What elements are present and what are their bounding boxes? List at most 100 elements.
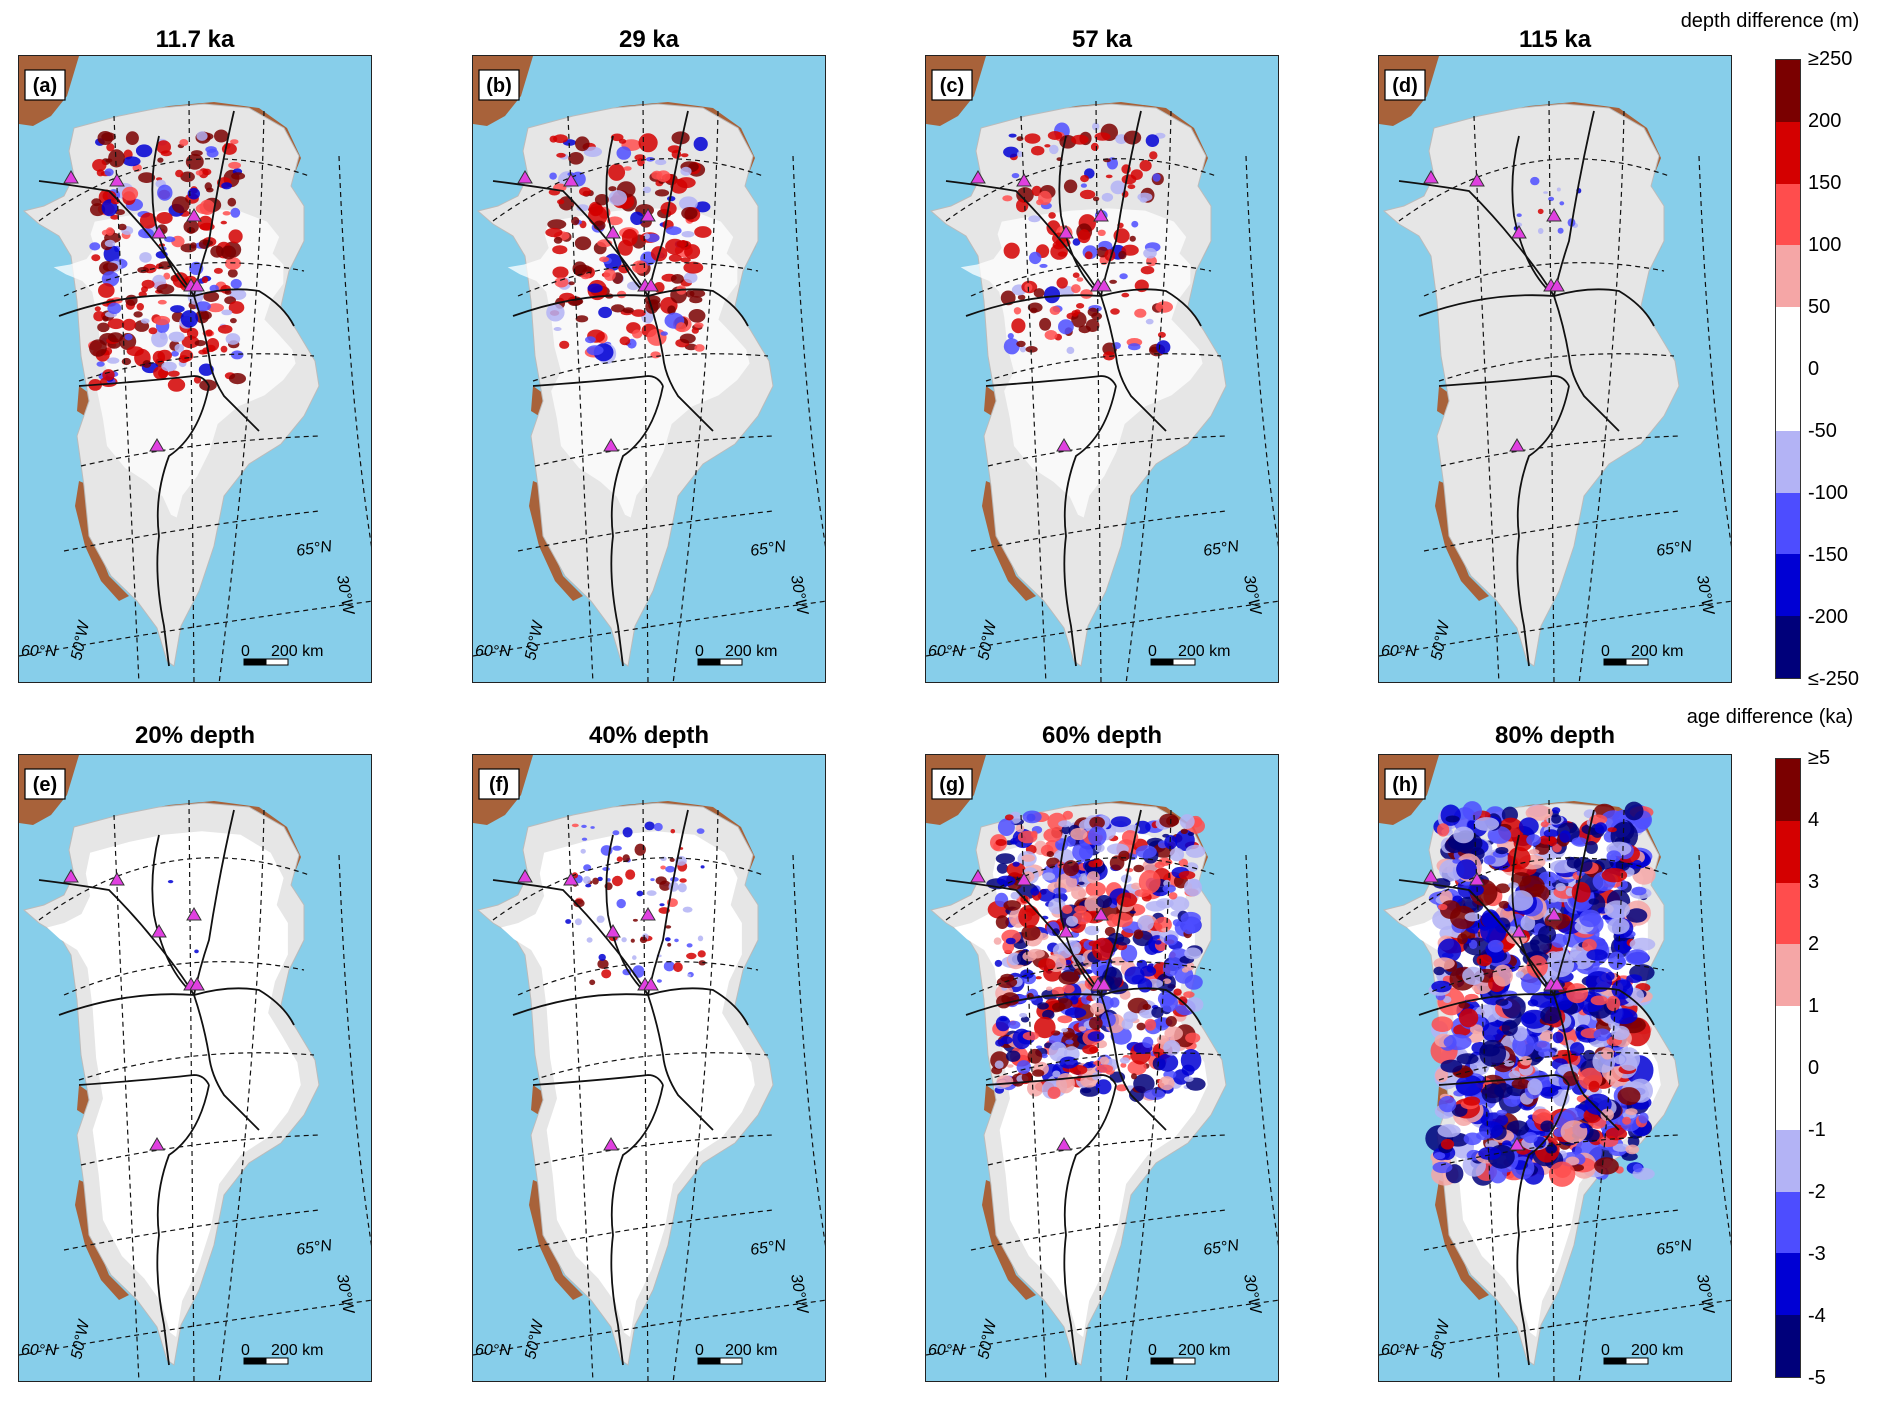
anomaly-patch <box>1629 937 1656 951</box>
anomaly-patch <box>148 327 158 335</box>
flowlines <box>38 809 295 1366</box>
colorbar-segment <box>1776 307 1800 369</box>
anomaly-patch <box>195 301 211 312</box>
anomaly-patch <box>1570 1042 1585 1056</box>
anomaly-patch <box>1588 1080 1600 1093</box>
anomaly-patch <box>89 339 107 357</box>
anomaly-patch <box>1004 814 1014 821</box>
anomaly-patch <box>1539 1086 1559 1097</box>
anomaly-patch <box>1543 191 1548 194</box>
colorbar-segment <box>1776 1191 1800 1254</box>
anomaly-patch <box>1161 928 1170 932</box>
anomaly-patch <box>1092 122 1100 131</box>
anomaly-patch <box>680 153 689 158</box>
anomaly-patch <box>1063 179 1078 194</box>
flowlines <box>38 110 295 667</box>
anomaly-patch <box>102 262 118 272</box>
graticule-line <box>1020 115 1047 682</box>
lat-60-label: 60°N <box>475 1342 511 1359</box>
anomaly-patch <box>697 935 704 942</box>
anomaly-patch <box>1453 826 1474 844</box>
anomaly-patch <box>585 336 596 344</box>
anomaly-patch <box>1124 966 1145 985</box>
anomaly-patch <box>1501 1019 1518 1036</box>
anomaly-patch <box>156 140 172 154</box>
anomaly-patch <box>1133 1074 1155 1094</box>
flowline <box>38 879 195 996</box>
anomaly-patch <box>1432 1161 1453 1174</box>
map-panel: 65°N 60°N 50°W 30°W 0 200 km (d) <box>1378 55 1732 683</box>
anomaly-patch <box>224 289 232 295</box>
lon-30-label: 30°W <box>787 1273 811 1317</box>
flowline <box>1063 385 1117 667</box>
anomaly-patch <box>1110 180 1126 195</box>
graticule-line <box>926 1299 1278 1356</box>
anomaly-patch <box>676 322 687 332</box>
flowline <box>193 288 295 327</box>
colorbar-segment <box>1776 245 1800 308</box>
anomaly-patch <box>1496 1109 1508 1116</box>
anomaly-patch <box>1096 1064 1114 1073</box>
anomaly-patch <box>1006 1050 1021 1062</box>
colorbar-tick-label: 0 <box>1808 358 1820 380</box>
anomaly-patch <box>107 302 122 314</box>
anomaly-patch <box>193 376 202 384</box>
anomaly-patch <box>1498 900 1510 909</box>
anomaly-patch <box>125 131 139 145</box>
anomaly-patch <box>1087 307 1099 317</box>
anomaly-patch <box>1008 1020 1021 1029</box>
flowline <box>532 375 664 387</box>
anomaly-patch <box>1118 850 1130 862</box>
colorbar-tick-label: ≥5 <box>1808 747 1831 769</box>
anomaly-patch <box>1638 1112 1649 1124</box>
anomaly-patch <box>107 357 120 364</box>
anomaly-patch <box>1163 1040 1181 1056</box>
anomaly-patch <box>1526 955 1548 978</box>
flowline <box>58 993 260 1131</box>
flowline <box>945 879 1102 996</box>
anomaly-patch <box>1528 849 1540 855</box>
anomaly-patch <box>556 152 566 158</box>
drill-site-marker <box>970 869 986 883</box>
anomaly-patch <box>1445 815 1460 823</box>
anomaly-patch <box>1508 890 1534 911</box>
flowline <box>985 375 1117 387</box>
anomaly-patch <box>996 976 1018 988</box>
anomaly-patch <box>1180 828 1188 834</box>
anomaly-patch <box>634 843 646 856</box>
anomaly-patch <box>1079 189 1096 200</box>
anomaly-patch <box>1080 289 1093 299</box>
anomaly-patch <box>1157 331 1166 338</box>
flowline <box>1553 809 1595 996</box>
anomaly-patch <box>1606 995 1621 1012</box>
colorbar-segment <box>1776 121 1800 184</box>
anomaly-patch <box>199 199 216 215</box>
graticule-line <box>1473 814 1500 1381</box>
anomaly-patch <box>1438 1096 1457 1113</box>
anomaly-patch <box>680 166 692 176</box>
anomaly-patch <box>1071 310 1079 317</box>
anomaly-patch <box>664 937 671 942</box>
anomaly-patch <box>180 171 195 183</box>
scale-bar-white <box>1172 1357 1196 1365</box>
anomaly-patch <box>185 153 204 170</box>
anomaly-patch <box>646 890 657 896</box>
anomaly-patch <box>700 865 705 869</box>
colorbar-segment <box>1776 492 1800 555</box>
anomaly-patch <box>1533 1040 1551 1053</box>
anomaly-patch <box>689 289 706 298</box>
anomaly-patch <box>1022 1031 1039 1041</box>
graticule-line <box>792 854 825 1247</box>
graticule-line <box>1379 1299 1731 1356</box>
anomaly-patch <box>1622 1116 1632 1125</box>
anomaly-patch <box>655 876 667 885</box>
drill-site-marker <box>640 208 656 222</box>
flowline <box>1511 834 1550 991</box>
graticule-line <box>985 353 1222 382</box>
anomaly-patch <box>1492 964 1513 987</box>
anomaly-patch <box>1031 145 1045 156</box>
anomaly-patch <box>1129 910 1136 914</box>
anomaly-patch <box>1495 883 1510 894</box>
anomaly-patch <box>688 309 706 323</box>
anomaly-patch <box>1582 938 1597 952</box>
